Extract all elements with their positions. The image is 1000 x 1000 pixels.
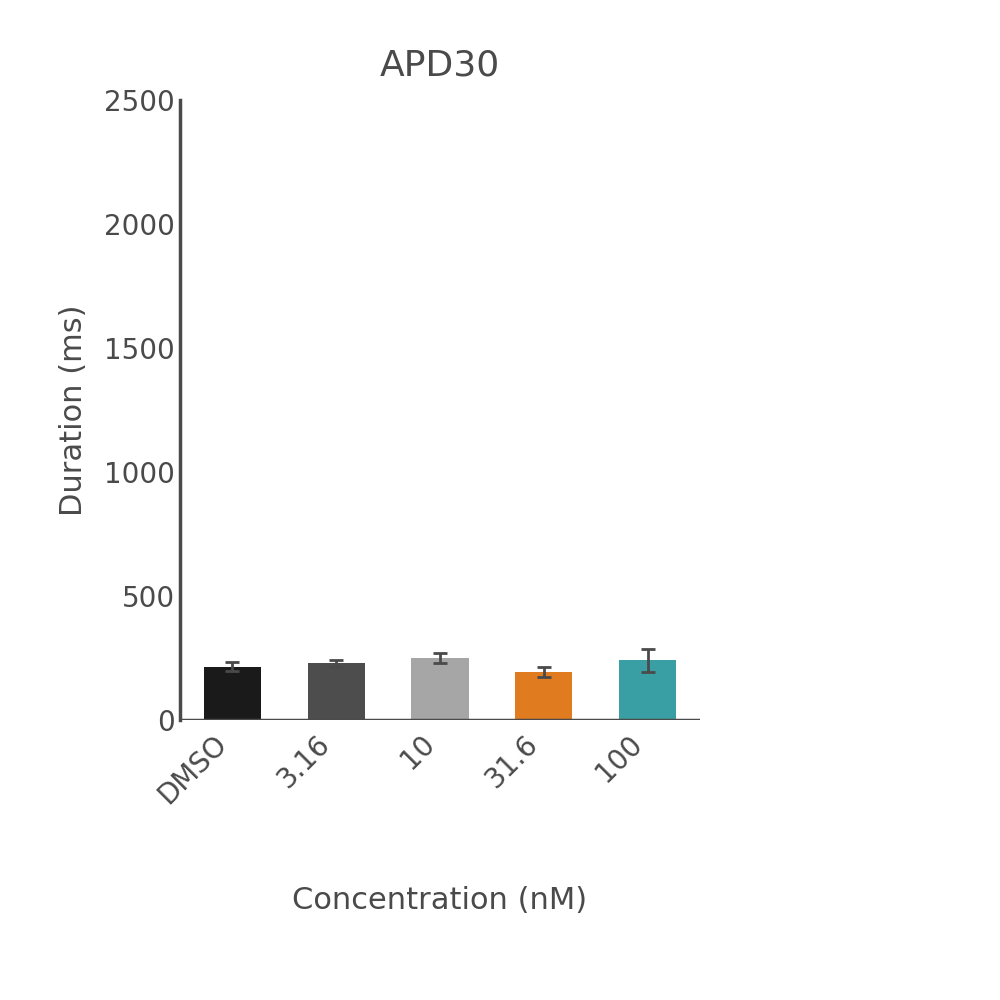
X-axis label: Concentration (nM): Concentration (nM) xyxy=(292,886,588,915)
Bar xyxy=(619,660,676,720)
Bar xyxy=(204,667,261,720)
Bar xyxy=(515,672,572,720)
Bar xyxy=(411,658,469,720)
Y-axis label: Duration (ms): Duration (ms) xyxy=(59,304,88,516)
Bar xyxy=(308,663,365,720)
Title: APD30: APD30 xyxy=(380,48,500,82)
